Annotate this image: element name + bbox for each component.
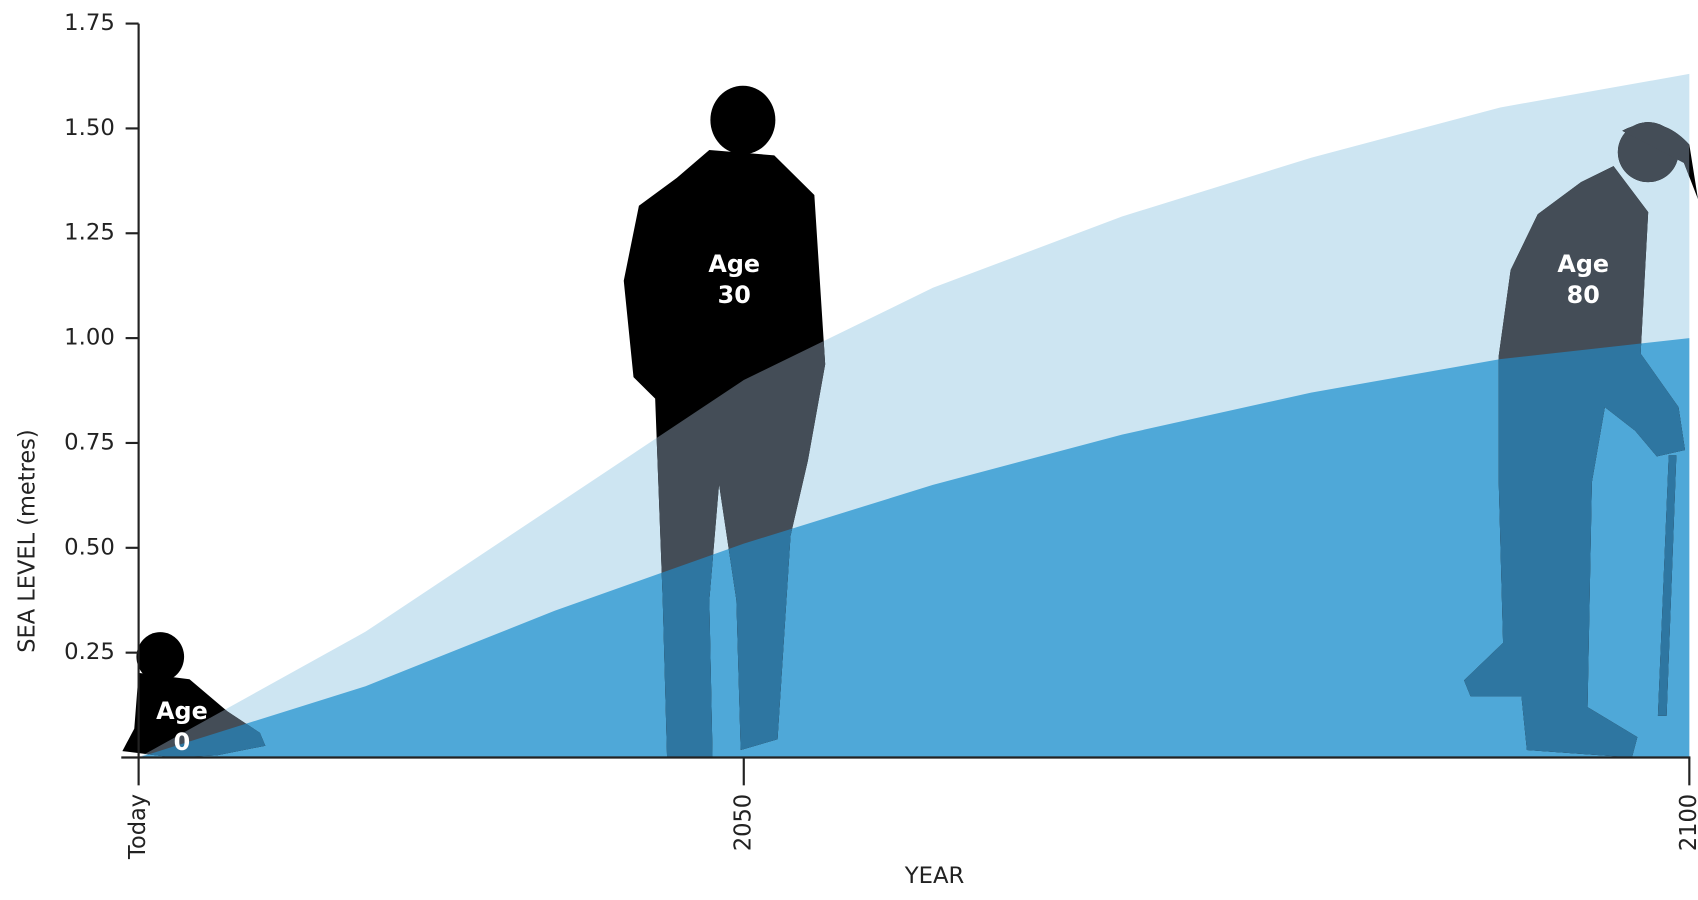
y-tick-label: 1.50	[64, 115, 115, 141]
area	[138, 338, 1690, 758]
y-tick-label: 0.75	[64, 430, 115, 456]
y-tick-label: 0.50	[64, 534, 115, 560]
y-tick-label: 0.25	[64, 639, 115, 665]
y-tick-label: 1.25	[64, 220, 115, 246]
annotation: Age	[708, 250, 760, 278]
annotation: Age	[1557, 250, 1609, 278]
y-axis-title: SEA LEVEL (metres)	[15, 429, 41, 652]
x-tick-label: 2050	[730, 794, 756, 851]
x-axis-title: YEAR	[904, 863, 965, 889]
annotation: 0	[174, 728, 191, 756]
annotation: 80	[1567, 281, 1600, 309]
y-tick-label: 1.75	[64, 10, 115, 36]
x-tick-label: 2100	[1676, 794, 1698, 851]
x-tick-label: Today	[125, 794, 151, 860]
annotation: 30	[718, 281, 751, 309]
y-tick-label: 1.00	[64, 325, 115, 351]
axes	[121, 22, 1691, 786]
plot-area	[138, 73, 1690, 758]
annotation: Age	[156, 697, 208, 725]
